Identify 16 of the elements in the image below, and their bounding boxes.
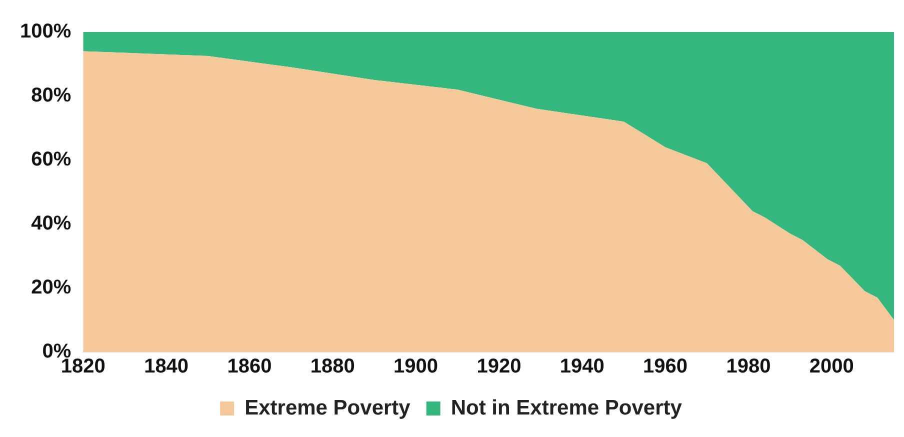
x-tick-label: 1940: [560, 356, 604, 378]
x-tick-label: 1860: [227, 356, 272, 378]
y-tick-label: 80%: [31, 84, 72, 107]
x-tick-label: 1960: [643, 356, 688, 378]
x-tick-label: 1840: [144, 356, 189, 378]
legend-label: Not in Extreme Poverty: [450, 396, 682, 420]
x-tick-label: 1880: [310, 356, 355, 378]
x-tick-label: 1920: [476, 356, 522, 378]
legend-label: Extreme Poverty: [244, 396, 411, 420]
x-tick-label: 1900: [394, 356, 438, 378]
y-tick-label: 40%: [31, 212, 72, 235]
x-tick-label: 2000: [809, 356, 854, 378]
y-tick-label: 60%: [31, 148, 72, 171]
y-tick-label: 100%: [20, 20, 72, 43]
y-tick-label: 20%: [31, 276, 72, 299]
x-tick-label: 1980: [726, 356, 771, 378]
